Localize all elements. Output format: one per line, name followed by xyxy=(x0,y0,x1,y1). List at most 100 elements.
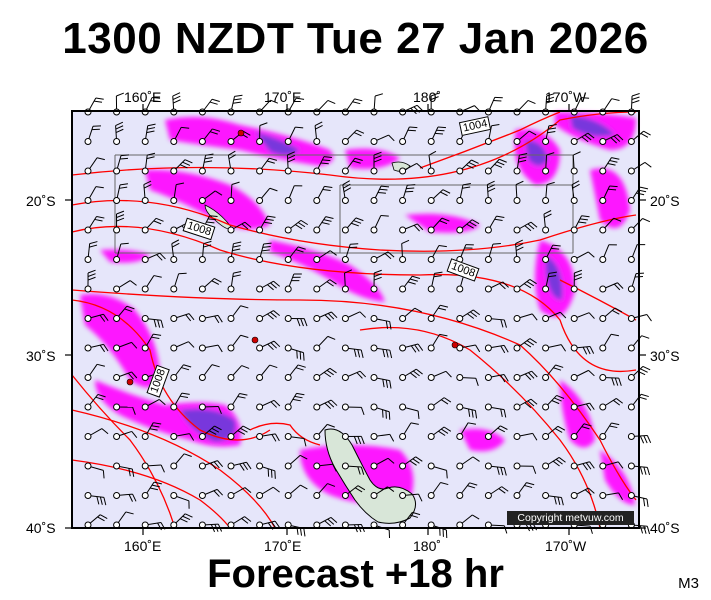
barb-feather xyxy=(410,422,419,425)
barb-feather xyxy=(589,346,595,354)
barb-feather xyxy=(360,466,365,475)
barb-feather xyxy=(551,400,560,405)
wind-barb xyxy=(370,151,382,175)
wind-barb xyxy=(198,240,212,263)
barb-feather xyxy=(244,516,252,522)
wind-barb xyxy=(84,343,109,353)
pressure-centre-marker xyxy=(451,341,459,349)
wind-barb xyxy=(513,221,538,234)
barb-feather xyxy=(528,372,535,379)
barb-station xyxy=(170,167,178,175)
barb-station xyxy=(113,344,121,352)
barb-feather xyxy=(496,215,505,218)
barb-station xyxy=(627,315,635,322)
barb-station xyxy=(542,226,550,234)
barb-station xyxy=(370,197,378,204)
lon-label-top: 180˚ xyxy=(413,89,442,105)
barb-feather xyxy=(434,132,444,135)
barb-feather xyxy=(356,129,365,134)
barb-feather xyxy=(342,180,350,186)
barb-feather xyxy=(239,463,245,471)
barb-station xyxy=(227,344,235,352)
barb-station xyxy=(456,138,464,145)
wind-barb xyxy=(399,239,410,263)
wind-barb xyxy=(141,252,166,263)
wind-barb xyxy=(141,481,162,499)
barb-station xyxy=(341,462,349,470)
barb-feather xyxy=(327,313,335,320)
barb-feather xyxy=(527,400,535,407)
barb-feather xyxy=(532,433,538,441)
barb-feather xyxy=(295,126,304,129)
wind-barb xyxy=(113,305,135,322)
barb-feather xyxy=(172,95,181,101)
barb-feather xyxy=(640,186,649,190)
wind-barb xyxy=(284,315,308,327)
barb-feather xyxy=(153,275,162,278)
barb-station xyxy=(141,285,149,293)
wind-barb xyxy=(542,181,555,204)
barb-feather xyxy=(555,458,563,465)
barb-feather xyxy=(643,498,646,507)
barb-feather xyxy=(499,283,506,290)
barb-feather xyxy=(413,224,420,232)
barb-feather xyxy=(150,100,159,102)
barb-feather xyxy=(263,242,272,245)
wind-barb xyxy=(399,403,420,419)
barb-feather xyxy=(373,273,382,277)
barb-station xyxy=(427,433,435,440)
wind-barb xyxy=(256,433,280,442)
barb-feather xyxy=(502,281,509,288)
barb-feather xyxy=(583,423,592,427)
wind-barb xyxy=(456,456,480,470)
barb-station xyxy=(227,492,235,499)
barb-feather xyxy=(382,379,385,388)
barb-feather xyxy=(172,242,180,248)
wind-barb xyxy=(570,269,583,293)
barb-station xyxy=(198,403,206,411)
wind-barb xyxy=(227,221,252,234)
barb-station xyxy=(141,315,149,322)
barb-station xyxy=(341,374,349,381)
barb-station xyxy=(170,315,178,322)
barb-feather xyxy=(203,244,212,248)
barb-feather xyxy=(124,308,133,313)
wind-barb xyxy=(484,403,507,418)
wind-barb xyxy=(399,275,421,293)
barb-feather xyxy=(468,408,471,417)
barb-station xyxy=(113,462,121,470)
barb-station xyxy=(227,285,235,293)
barb-feather xyxy=(523,342,532,348)
barb-feather xyxy=(527,223,535,230)
barb-feather xyxy=(585,462,592,470)
barb-station xyxy=(456,315,464,322)
wind-barb xyxy=(313,311,338,322)
barb-station xyxy=(427,256,435,263)
wind-barb xyxy=(84,313,109,322)
barb-station xyxy=(599,403,607,411)
barb-feather xyxy=(440,191,448,197)
wind-barb xyxy=(170,239,180,263)
barb-feather xyxy=(440,304,449,308)
pressure-centre-marker xyxy=(251,336,259,344)
barb-feather xyxy=(204,160,213,163)
barb-feather xyxy=(611,377,615,386)
barb-station xyxy=(227,433,235,440)
wind-barb xyxy=(113,511,134,529)
wind-barb xyxy=(313,399,338,411)
barb-station xyxy=(484,374,492,381)
barb-feather xyxy=(95,97,104,100)
barb-station xyxy=(313,492,321,499)
barb-feather xyxy=(131,371,138,379)
wind-barb xyxy=(227,241,242,263)
lon-label-top: 170˚W xyxy=(545,89,587,105)
wind-barb xyxy=(113,403,136,415)
barb-feather xyxy=(500,467,504,476)
wind-barb xyxy=(570,312,595,322)
wind-barb xyxy=(313,367,337,381)
barb-feather xyxy=(204,156,213,160)
barb-feather xyxy=(428,150,437,156)
barb-feather xyxy=(116,210,125,215)
wind-barb xyxy=(627,130,651,145)
barb-station xyxy=(599,462,607,470)
